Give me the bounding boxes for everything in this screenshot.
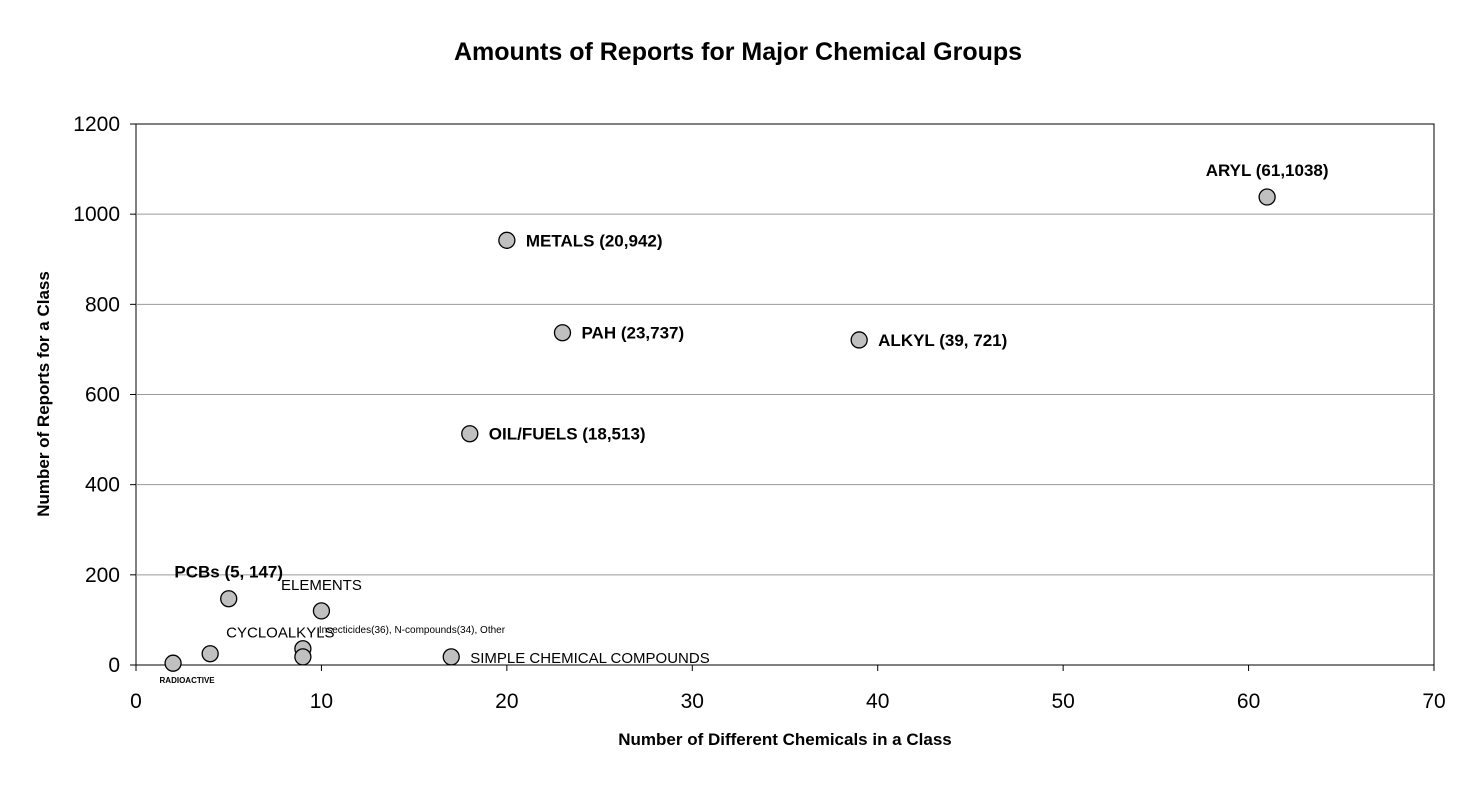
data-point — [1258, 188, 1276, 206]
point-labels: ARYL (61,1038) METALS (20,942) PAH (23,737… — [160, 161, 1329, 685]
x-tick-label: 0 — [130, 690, 142, 713]
data-point — [498, 231, 516, 249]
y-axis-title: Number of Reports for a Class — [34, 271, 53, 517]
data-label: ARYL (61,1038) — [1206, 161, 1329, 180]
x-tick-label: 20 — [495, 690, 518, 713]
gridlines — [136, 213, 1434, 576]
x-axis-title: Number of Different Chemicals in a Class — [618, 730, 951, 749]
data-point — [442, 648, 460, 666]
data-point — [312, 602, 331, 620]
y-tick-label: 600 — [85, 384, 120, 407]
axis-ticks: 0 200 400 600 800 1000 1200 0 10 20 30 40 50 60 70 — [73, 113, 1445, 713]
y-tick-label: 1000 — [73, 203, 120, 226]
data-label: METALS (20,942) — [526, 231, 663, 250]
x-tick-label: 30 — [681, 690, 704, 713]
data-label: PCBs (5, 147) — [174, 563, 283, 582]
data-point — [294, 648, 312, 666]
y-tick-label: 400 — [85, 474, 120, 497]
data-label: CYCLOALKYLS — [226, 625, 334, 642]
chart-title: Amounts of Reports for Major Chemical Gr… — [454, 38, 1022, 66]
x-tick-label: 50 — [1051, 690, 1074, 713]
data-label: RADIOACTIVE — [160, 676, 216, 685]
y-tick-label: 0 — [108, 654, 120, 677]
data-point — [553, 324, 572, 342]
x-tick-label: 70 — [1422, 690, 1445, 713]
data-point — [850, 331, 868, 349]
data-point — [201, 645, 219, 663]
x-tick-label: 40 — [866, 690, 889, 713]
data-label: ELEMENTS — [281, 577, 362, 594]
y-tick-label: 1200 — [73, 113, 120, 136]
data-point — [220, 590, 238, 608]
y-tick-label: 800 — [85, 293, 120, 316]
data-label: ALKYL (39, 721) — [878, 331, 1007, 350]
data-label: PAH (23,737) — [581, 324, 684, 343]
x-tick-label: 60 — [1237, 690, 1260, 713]
x-tick-label: 10 — [310, 690, 333, 713]
data-point — [164, 654, 182, 672]
data-label: Insecticides(36), N-compounds(34), Other — [319, 625, 506, 636]
data-label: SIMPLE CHEMICAL COMPOUNDS — [470, 650, 709, 667]
data-label: OIL/FUELS (18,513) — [489, 425, 646, 444]
data-point — [461, 425, 479, 443]
data-points — [164, 188, 1276, 672]
y-tick-label: 200 — [85, 564, 120, 587]
